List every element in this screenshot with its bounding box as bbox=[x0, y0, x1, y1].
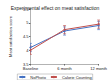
svg-text:5: 5 bbox=[26, 20, 29, 25]
svg-text:Meat satisfaction score: Meat satisfaction score bbox=[8, 15, 13, 57]
svg-text:NoPhoto: NoPhoto bbox=[30, 75, 46, 80]
svg-text:3.5: 3.5 bbox=[22, 61, 29, 67]
svg-text:4: 4 bbox=[26, 48, 29, 53]
svg-text:Baseline: Baseline bbox=[23, 66, 39, 71]
svg-text:4.5: 4.5 bbox=[23, 34, 29, 39]
svg-text:Experimental effect on meat sa: Experimental effect on meat satisfaction bbox=[11, 5, 100, 11]
svg-text:Calorie Counting: Calorie Counting bbox=[62, 75, 92, 80]
svg-text:12 month: 12 month bbox=[90, 66, 107, 71]
svg-text:6 month: 6 month bbox=[57, 66, 71, 71]
